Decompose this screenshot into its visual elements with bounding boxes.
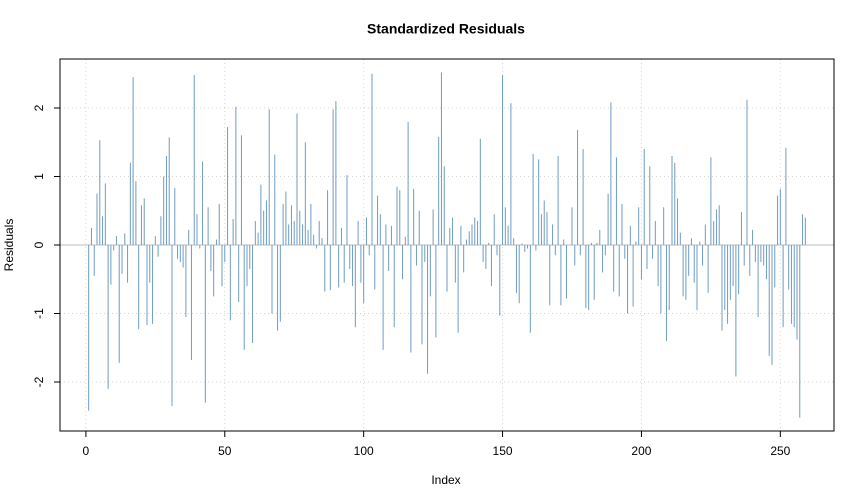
chart-title: Standardized Residuals — [367, 21, 525, 37]
y-tick-label: 0 — [32, 241, 46, 248]
x-axis-label: Index — [431, 473, 460, 487]
y-axis-label: Residuals — [2, 219, 16, 272]
y-tick-label: -2 — [32, 376, 46, 387]
x-tick-label: 250 — [770, 444, 790, 458]
y-tick-label: -1 — [32, 308, 46, 319]
x-tick-label: 50 — [218, 444, 232, 458]
x-tick-label: 150 — [493, 444, 513, 458]
x-tick-label: 0 — [83, 444, 90, 458]
y-tick-label: 2 — [32, 104, 46, 111]
x-tick-label: 200 — [631, 444, 651, 458]
y-tick-label: 1 — [32, 173, 46, 180]
x-tick-label: 100 — [354, 444, 374, 458]
